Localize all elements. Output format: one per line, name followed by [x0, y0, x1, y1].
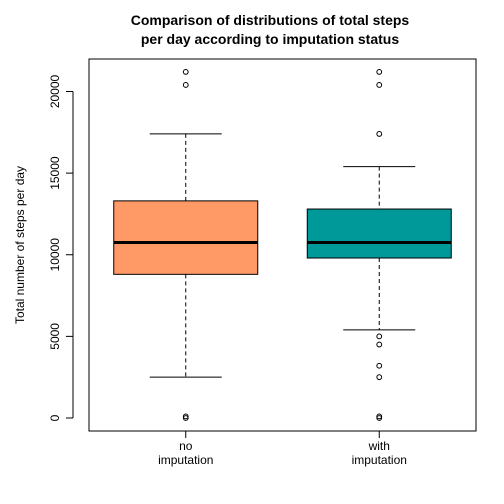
y-axis-title: Total number of steps per day [13, 166, 27, 324]
outlier-1-4 [376, 341, 383, 348]
chart-title-line-1: Comparison of distributions of total ste… [131, 12, 410, 28]
x-tick-label-0-1: imputation [158, 453, 213, 467]
outlier-1-7 [376, 82, 383, 88]
outlier-0-2 [182, 82, 189, 88]
boxes [113, 68, 452, 421]
outlier-0-0 [182, 415, 189, 421]
outlier-0-3 [182, 68, 189, 75]
outlier-1-3 [376, 362, 383, 369]
box-group-0 [113, 68, 259, 421]
x-tick-label-0-0: no [179, 439, 193, 453]
iqr-box-0 [113, 200, 259, 275]
y-axis: 0 5000 10000 15000 20000 [48, 74, 74, 421]
y-tick-label-2: 10000 [48, 238, 62, 272]
y-tick-label-3: 15000 [48, 156, 62, 190]
outlier-0-1 [182, 413, 189, 420]
chart-title-line-2: per day according to imputation status [141, 31, 399, 47]
x-tick-label-1-1: imputation [352, 453, 407, 467]
box-group-1 [306, 68, 452, 421]
outlier-1-8 [376, 68, 383, 75]
outlier-1-0 [376, 415, 383, 421]
outlier-1-1 [376, 413, 383, 420]
iqr-box-1 [306, 208, 452, 259]
x-tick-label-1-0: with [368, 439, 390, 453]
outlier-1-6 [376, 131, 383, 137]
outlier-1-5 [376, 333, 383, 340]
y-tick-label-4: 20000 [48, 74, 62, 108]
outlier-1-2 [376, 374, 383, 381]
y-tick-label-1: 5000 [48, 323, 62, 350]
y-tick-label-0: 0 [48, 414, 62, 421]
